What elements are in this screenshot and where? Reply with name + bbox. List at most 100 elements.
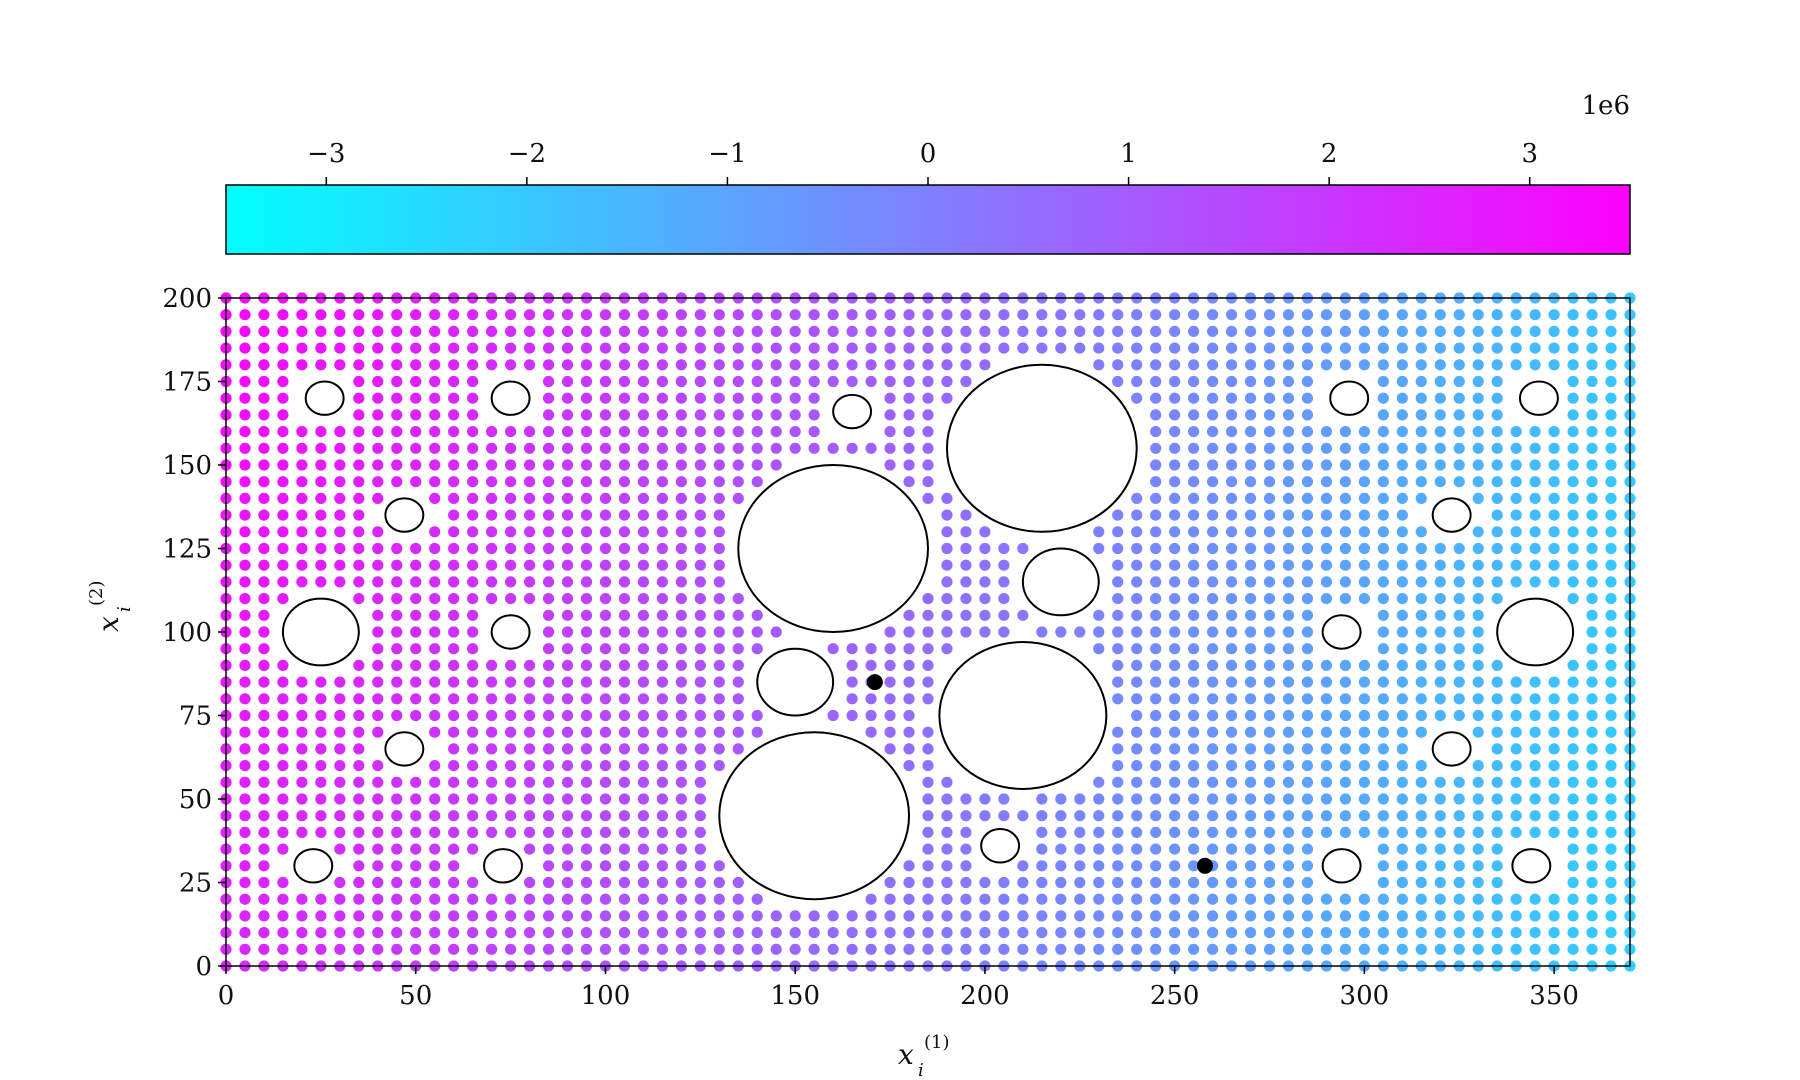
field-point [315,459,327,471]
field-point [1529,492,1541,504]
field-point [1169,910,1181,922]
field-point [523,776,536,788]
field-point [1548,359,1560,371]
field-point [1586,843,1598,855]
field-point [1586,860,1598,872]
field-point [296,442,308,454]
field-point [1434,476,1446,488]
field-point [561,576,574,588]
field-point [865,375,877,388]
field-point [258,943,270,955]
field-point [448,576,460,588]
field-point [1150,426,1162,438]
field-point [637,743,650,755]
hole-outline [281,597,360,667]
field-point [713,342,725,354]
field-point [998,542,1010,555]
colorbar-tick-label: 0 [920,139,937,169]
field-point [1453,375,1465,388]
field-point [599,793,612,805]
field-point [656,476,668,488]
field-point [1605,342,1617,354]
field-point [391,359,403,371]
field-point [1548,476,1560,488]
field-point [486,459,498,471]
field-point [1415,726,1427,738]
field-point [979,325,991,337]
field-point [1548,325,1560,337]
field-point [429,676,441,688]
colorbar-gradient [225,184,1631,255]
field-point [732,442,744,454]
field-point [1093,643,1105,655]
field-point [353,542,365,555]
field-point [542,626,555,638]
field-point [675,743,687,755]
field-point [239,659,251,672]
field-point [486,542,498,555]
field-point [1244,927,1257,939]
x-tick-label: 350 [1529,981,1579,1011]
field-point [467,743,479,755]
field-point [1605,709,1617,722]
field-point [1434,576,1446,588]
field-point [1434,709,1446,722]
field-point [1188,542,1200,555]
field-point [1055,626,1067,638]
field-point [637,409,650,421]
field-point [1377,442,1389,454]
field-point [1377,626,1389,638]
field-point [315,309,327,321]
field-point [1225,743,1238,755]
field-point [504,576,517,588]
field-point [1206,826,1219,839]
field-point [486,593,498,605]
field-point [941,309,953,321]
field-point [1112,659,1124,672]
field-point [467,810,479,822]
field-point [561,542,574,555]
field-point [1188,693,1200,705]
field-point [1586,876,1598,889]
field-point [1529,910,1541,922]
field-point [1036,927,1048,939]
field-point [1434,593,1446,605]
field-point [751,893,763,905]
field-point [1093,542,1105,555]
field-point [1131,342,1143,354]
field-point [1055,793,1067,805]
field-point [922,726,934,738]
field-point [1491,526,1503,538]
y-axis-label-sub: i [114,606,135,612]
x-axis-ticks: 0 50 100 150 200 250 300 350 [218,966,1579,1011]
field-point [1567,776,1579,788]
field-point [1150,492,1162,504]
field-point [239,542,251,555]
field-point [561,709,574,722]
field-point [1339,359,1352,371]
field-point [1605,843,1617,855]
field-point [448,626,460,638]
field-point [429,776,441,788]
field-point [1263,927,1276,939]
field-point [391,409,403,421]
field-point [922,643,934,655]
field-point [1491,860,1503,872]
field-point [1017,910,1029,922]
field-point [922,593,934,605]
field-point [277,476,289,488]
field-point [694,576,706,588]
field-point [1548,927,1560,939]
field-point [1301,943,1314,955]
field-point [1358,576,1370,588]
field-point [1605,826,1617,839]
field-point [1605,559,1617,571]
field-point [979,342,991,354]
field-point [1320,793,1333,805]
field-point [372,392,384,404]
field-point [1055,325,1067,337]
field-point [372,793,384,805]
field-point [1586,776,1598,788]
field-point [941,776,953,788]
field-point [1263,492,1276,504]
